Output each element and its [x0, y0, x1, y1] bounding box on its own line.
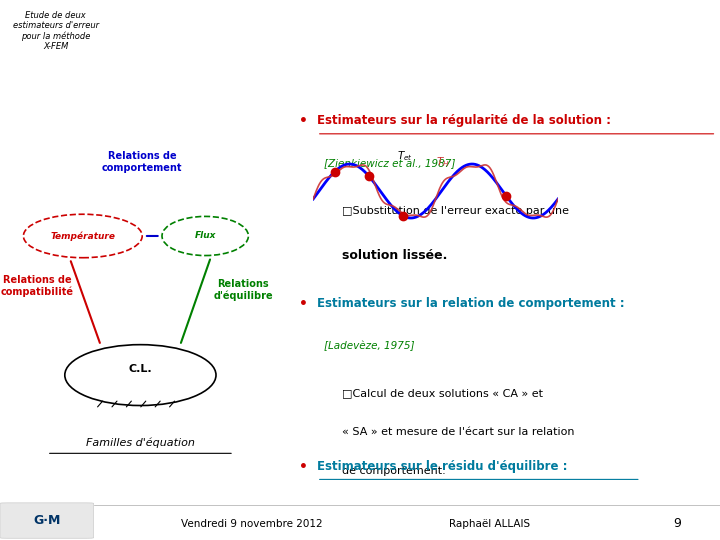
- Text: II) Deux estimateurs d'erreurs: II) Deux estimateurs d'erreurs: [125, 20, 271, 30]
- Text: Famille d'estimateurs: Famille d'estimateurs: [474, 22, 678, 40]
- Text: C.L.: C.L.: [129, 363, 152, 374]
- FancyBboxPatch shape: [0, 503, 94, 538]
- Text: Relations de
compatibilité: Relations de compatibilité: [1, 275, 74, 297]
- Text: Relations
d'équilibre: Relations d'équilibre: [214, 279, 273, 301]
- Text: III) Maillage adaptatif: III) Maillage adaptatif: [125, 33, 228, 44]
- Text: 9: 9: [673, 517, 680, 530]
- Text: □Calcul de deux solutions « CA » et: □Calcul de deux solutions « CA » et: [342, 388, 543, 398]
- Text: [Ladevèze, 1975]: [Ladevèze, 1975]: [324, 340, 415, 350]
- Text: Estimateurs sur le résidu d'équilibre :: Estimateurs sur le résidu d'équilibre :: [317, 460, 567, 473]
- Text: •: •: [299, 460, 307, 474]
- Text: •: •: [299, 114, 307, 129]
- Text: Estimateurs sur la relation de comportement :: Estimateurs sur la relation de comportem…: [317, 297, 624, 310]
- Text: solution lissée.: solution lissée.: [342, 249, 447, 262]
- Text: Estimateurs sur la régularité de la solution :: Estimateurs sur la régularité de la solu…: [317, 114, 611, 127]
- Text: •: •: [299, 297, 307, 311]
- Text: Etude de deux
estimateurs d'erreur
pour la méthode
X-FEM: Etude de deux estimateurs d'erreur pour …: [13, 11, 99, 51]
- Text: [Zienkiewicz et al., 1987]: [Zienkiewicz et al., 1987]: [324, 158, 455, 168]
- Text: de comportement.: de comportement.: [342, 467, 446, 476]
- Text: IV) Conclusion: IV) Conclusion: [125, 47, 194, 57]
- Text: I) Généralités sur les estimateurs: I) Généralités sur les estimateurs: [125, 6, 309, 16]
- Text: Relations de
comportement: Relations de comportement: [102, 151, 182, 173]
- Text: Vendredi 9 novembre 2012: Vendredi 9 novembre 2012: [181, 518, 323, 529]
- Text: G·M: G·M: [33, 514, 60, 527]
- Text: $T_{et}$: $T_{et}$: [397, 149, 413, 163]
- Text: Température: Température: [50, 231, 115, 241]
- Text: Familles d'équation: Familles d'équation: [86, 437, 195, 448]
- Text: « SA » et mesure de l'écart sur la relation: « SA » et mesure de l'écart sur la relat…: [342, 427, 575, 437]
- Text: $T_H$: $T_H$: [436, 156, 449, 169]
- Text: Raphaël ALLAIS: Raphaël ALLAIS: [449, 518, 530, 529]
- Text: □Substitution de l'erreur exacte par une: □Substitution de l'erreur exacte par une: [342, 206, 569, 215]
- Text: Flux: Flux: [194, 232, 216, 240]
